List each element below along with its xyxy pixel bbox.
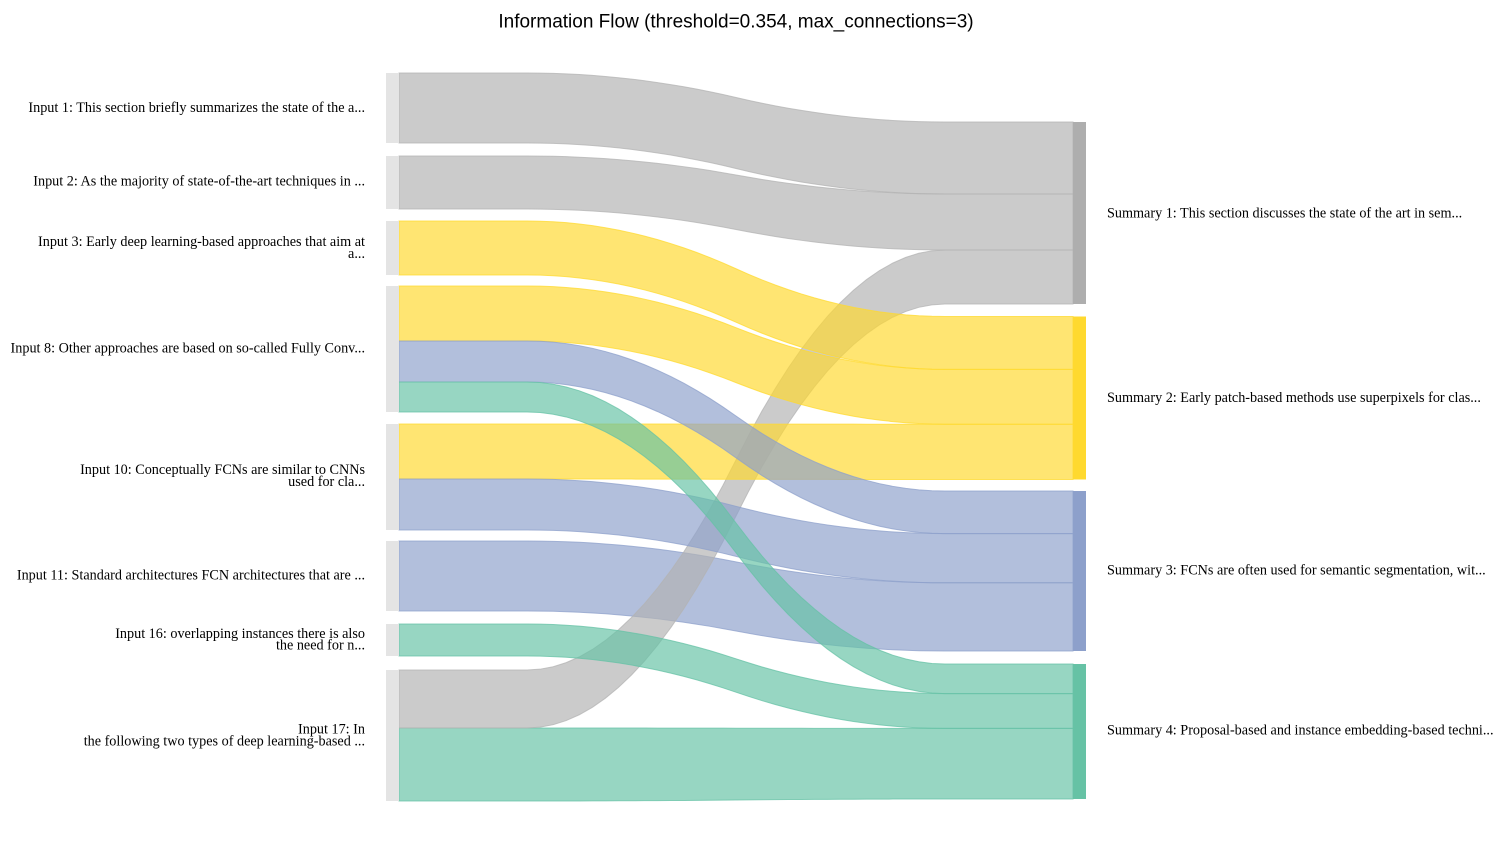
svg-text:Input 16: overlapping instance: Input 16: overlapping instances there is…: [115, 626, 365, 642]
svg-text:Input 3: Early deep learning-b: Input 3: Early deep learning-based appro…: [38, 234, 365, 250]
svg-text:the following two types of dee: the following two types of deep learning…: [84, 733, 365, 749]
svg-text:Summary 3: FCNs are often used: Summary 3: FCNs are often used for seman…: [1107, 563, 1486, 579]
svg-text:Input 11: Standard architectur: Input 11: Standard architectures FCN arc…: [17, 568, 365, 584]
svg-text:Summary 4: Proposal-based and: Summary 4: Proposal-based and instance e…: [1107, 723, 1494, 739]
svg-text:Input 17: In: Input 17: In: [298, 722, 365, 738]
svg-text:Summary 1: This section discus: Summary 1: This section discusses the st…: [1107, 206, 1462, 222]
svg-text:a...: a...: [348, 246, 365, 262]
svg-text:Input 2: As the majority of st: Input 2: As the majority of state-of-the…: [33, 174, 365, 190]
svg-text:Information Flow (threshold=0.: Information Flow (threshold=0.354, max_c…: [498, 12, 973, 33]
svg-text:Input 10: Conceptually FCNs ar: Input 10: Conceptually FCNs are similar …: [80, 462, 365, 478]
svg-text:Input 8: Other approaches are: Input 8: Other approaches are based on s…: [11, 341, 365, 357]
svg-text:Summary 2: Early patch-based m: Summary 2: Early patch-based methods use…: [1107, 390, 1481, 406]
svg-text:the need for n...: the need for n...: [276, 638, 365, 654]
svg-text:used for cla...: used for cla...: [288, 474, 365, 490]
svg-text:Input 1: This section briefly: Input 1: This section briefly summarizes…: [28, 100, 365, 116]
